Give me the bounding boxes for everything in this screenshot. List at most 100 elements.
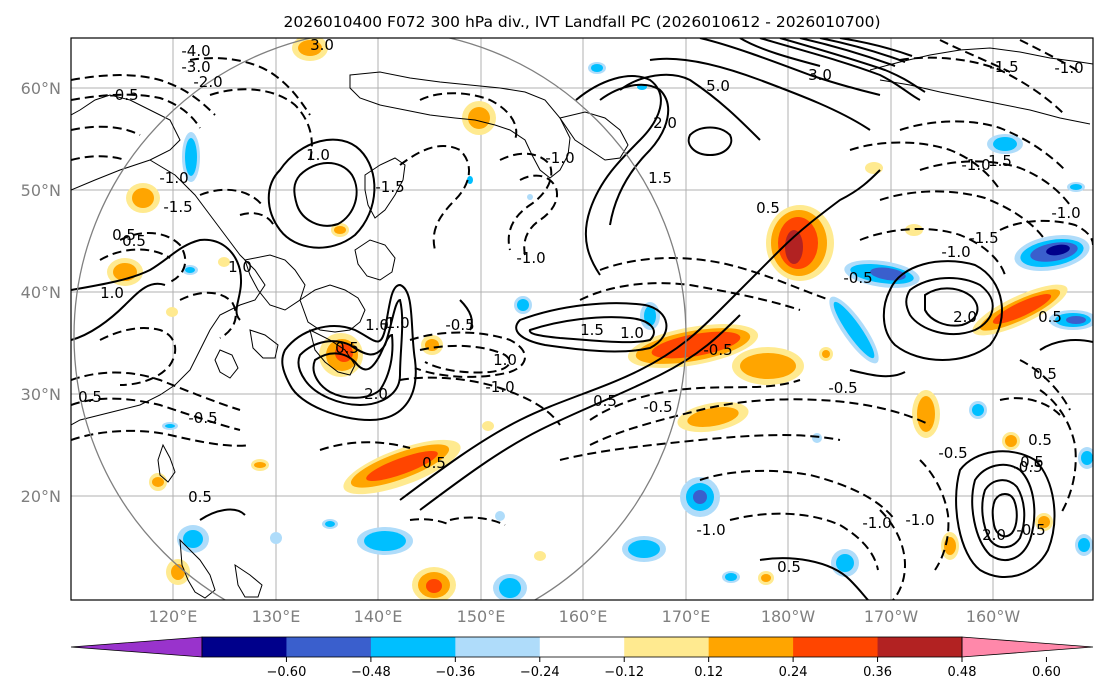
colorbar-tick-label: −0.12 — [604, 665, 644, 680]
div-negative-region — [644, 306, 656, 326]
divergence-shading — [107, 38, 1093, 600]
contour-label: -1.0 — [905, 511, 934, 529]
contour-label: -1.0 — [696, 521, 725, 539]
div-positive-region — [905, 224, 923, 236]
div-positive-region — [992, 294, 1052, 324]
colorbar-segment — [793, 637, 879, 657]
lat-tick-label: 60°N — [21, 79, 61, 98]
colorbar-outline — [201, 636, 963, 658]
contour-label: -1.5 — [375, 178, 404, 196]
div-negative-region — [1081, 451, 1093, 465]
div-positive-region — [468, 107, 490, 129]
div-positive-region — [152, 477, 164, 487]
contour-label: -1.0 — [941, 243, 970, 261]
div-positive-region — [687, 407, 739, 427]
contour-label: -1.0 — [380, 314, 409, 332]
div-negative-region — [812, 433, 822, 443]
figure-title: 2026010400 F072 300 hPa div., IVT Landfa… — [283, 13, 880, 31]
lon-tick-label: 160°W — [966, 607, 1021, 626]
contour-label: 1.5 — [988, 152, 1012, 170]
div-negative-region — [725, 573, 737, 581]
lat-tick-label: 40°N — [21, 283, 61, 302]
contour-label: -1.5 — [969, 229, 998, 247]
div-negative-region — [165, 424, 175, 428]
longitude-tick-labels: 120°E 130°E 140°E 150°E 160°E 170°E 180°W 170°W… — [149, 607, 1021, 626]
lon-tick-label: 170°E — [662, 607, 711, 626]
div-positive-region — [254, 462, 266, 468]
div-negative-region — [467, 176, 473, 184]
div-positive-region — [366, 450, 438, 482]
contour-labels: -4.0-3.0-2.0-1.5-1.00.51.00.51.03.05.03.… — [78, 36, 1084, 576]
contour-label: 1.0 — [493, 351, 517, 369]
lat-tick-label: 50°N — [21, 181, 61, 200]
contour-label: 1.5 — [580, 321, 604, 339]
colorbar-segment — [202, 637, 287, 657]
div-positive-region — [171, 564, 185, 580]
contour-label: -0.5 — [643, 398, 672, 416]
div-positive-region — [917, 396, 935, 432]
contour-label: -0.5 — [1013, 458, 1042, 476]
contour-label: 1.0 — [365, 316, 389, 334]
div-negative-region — [693, 490, 707, 504]
contour-label: -1.0 — [159, 169, 188, 187]
contour-label: 0.5 — [1038, 308, 1062, 326]
colorbar-tick-label: 0.36 — [863, 665, 892, 680]
div-negative-region — [833, 301, 875, 359]
contour-label: 2.0 — [953, 308, 977, 326]
div-positive-region — [482, 421, 494, 431]
contour-label: 0.5 — [1028, 431, 1052, 449]
colorbar-segment — [455, 637, 541, 657]
contour-label: 0.5 — [335, 339, 359, 357]
lon-tick-label: 160°E — [559, 607, 608, 626]
lon-tick-label: 180°W — [761, 607, 816, 626]
div-negative-region — [364, 531, 406, 551]
div-negative-region — [325, 521, 335, 527]
div-positive-region — [218, 257, 230, 267]
latitude-tick-labels: 20°N 30°N 40°N 50°N 60°N — [21, 79, 61, 506]
contour-label: 0.5 — [188, 488, 212, 506]
contour-label: -0.5 — [1016, 521, 1045, 539]
colorbar-tick-label: 0.24 — [779, 665, 808, 680]
div-negative-region — [183, 530, 203, 548]
div-negative-region — [270, 532, 282, 544]
lon-tick-label: 120°E — [149, 607, 198, 626]
div-negative-region — [591, 64, 603, 72]
contour-label: 3.0 — [808, 66, 832, 84]
div-positive-region — [426, 579, 442, 593]
contour-label: 3.0 — [310, 36, 334, 54]
contour-label: -1.5 — [163, 198, 192, 216]
contour-label: -1.5 — [989, 58, 1018, 76]
contour-label: 0.5 — [756, 199, 780, 217]
contour-label: -1.0 — [545, 149, 574, 167]
colorbar: −0.60 −0.48 −0.36 −0.24 −0.12 0.12 0.24 0.36 0.4… — [70, 636, 1094, 680]
contour-label: -0.5 — [109, 86, 138, 104]
colorbar-tick-label: −0.36 — [435, 665, 475, 680]
div-negative-region — [1070, 184, 1082, 190]
contour-label: 1.0 — [620, 324, 644, 342]
colorbar-tick-label: 0.60 — [1032, 665, 1061, 680]
contour-label: -4.0 — [181, 42, 210, 60]
lon-tick-label: 150°E — [457, 607, 506, 626]
colorbar-segment — [370, 637, 456, 657]
lon-tick-label: 130°E — [252, 607, 301, 626]
contour-label: 2.0 — [653, 114, 677, 132]
contour-label: -1.0 — [1054, 59, 1083, 77]
graticule-circle — [73, 38, 687, 600]
contour-label: -0.5 — [703, 341, 732, 359]
contour-label: 1.0 — [100, 284, 124, 302]
div-negative-region — [527, 194, 533, 200]
contour-label: 0.5 — [112, 226, 136, 244]
div-negative-region — [1066, 316, 1086, 324]
contour-label: 2.0 — [982, 526, 1006, 544]
colorbar-segment — [539, 637, 625, 657]
div-negative-region — [836, 554, 854, 572]
contour-label: -0.5 — [828, 379, 857, 397]
colorbar-extend-max — [961, 636, 1094, 658]
div-positive-region — [651, 331, 741, 359]
contour-label: -1.0 — [961, 156, 990, 174]
contour-label: 5.0 — [706, 77, 730, 95]
contour-label: -2.0 — [193, 73, 222, 91]
contour-label: -1.0 — [516, 249, 545, 267]
div-positive-region — [944, 537, 956, 555]
